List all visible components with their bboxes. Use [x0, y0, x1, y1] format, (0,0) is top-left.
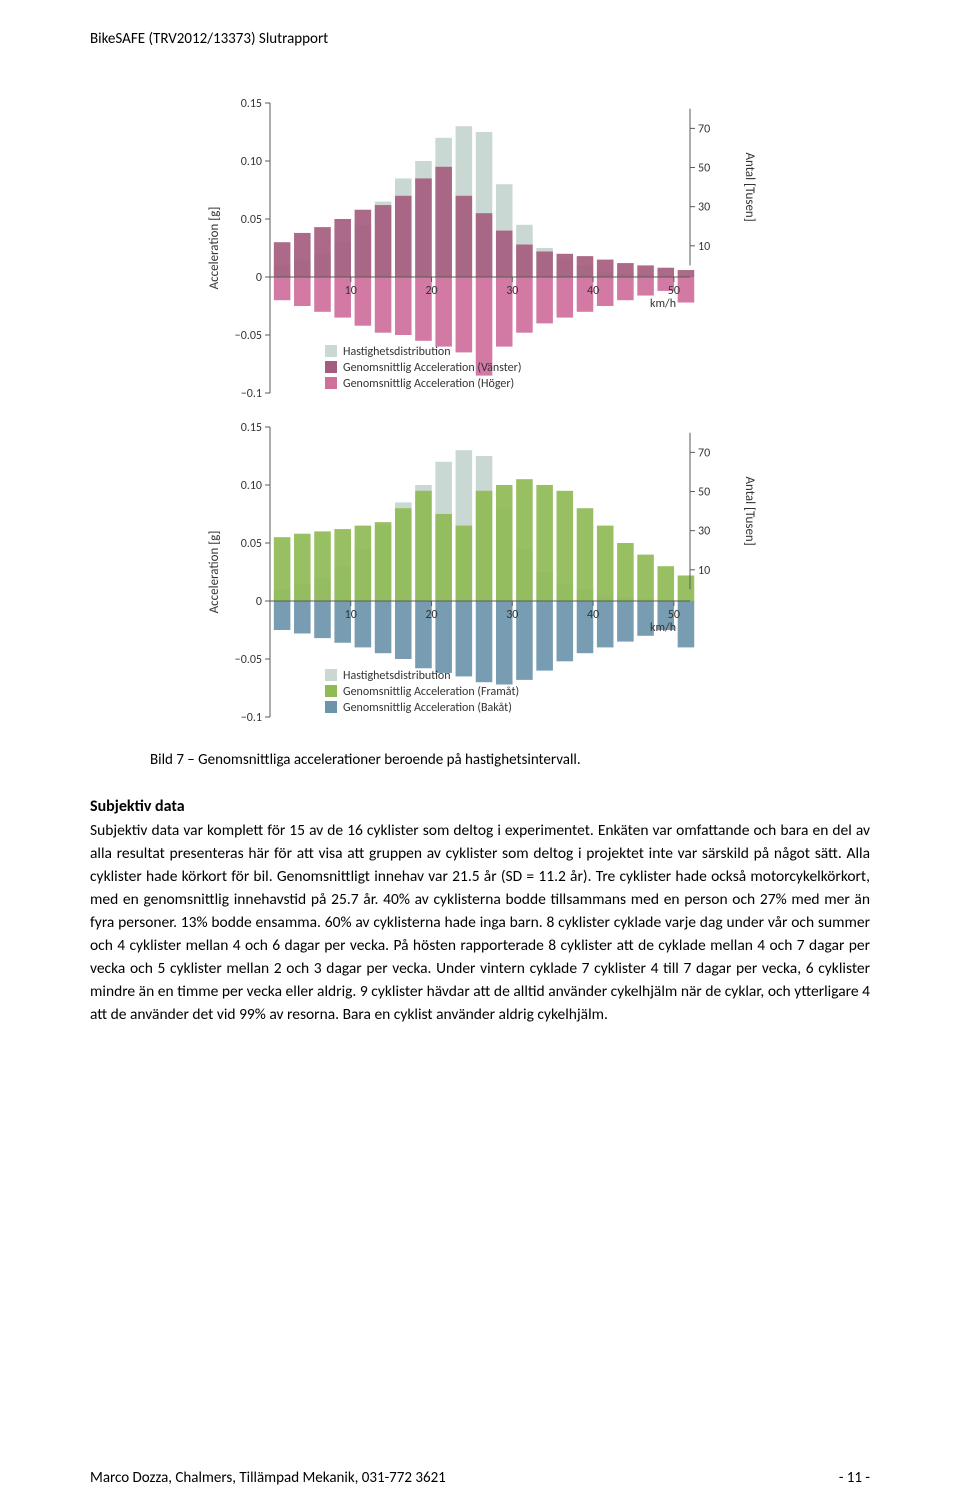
- svg-text:km/h: km/h: [650, 621, 676, 635]
- svg-text:70: 70: [698, 122, 710, 136]
- page: BikeSAFE (TRV2012/13373) Slutrapport 10 2…: [0, 0, 960, 1507]
- figure-caption: Bild 7 – Genomsnittliga accelerationer b…: [150, 751, 870, 769]
- svg-text:70: 70: [698, 446, 710, 460]
- svg-text:30: 30: [698, 201, 710, 215]
- svg-text:−0.1: −0.1: [241, 387, 262, 401]
- footer-page: - 11 -: [839, 1469, 870, 1487]
- svg-text:10: 10: [698, 564, 710, 578]
- svg-text:0: 0: [256, 271, 262, 285]
- svg-text:km/h: km/h: [650, 297, 676, 311]
- svg-text:Genomsnittlig Acceleration (Fr: Genomsnittlig Acceleration (Framåt): [343, 685, 519, 699]
- chart-bottom: 1020304050km/h−0.1−0.0500.050.100.15Acce…: [200, 417, 760, 737]
- svg-text:Genomsnittlig Acceleration (Ba: Genomsnittlig Acceleration (Bakåt): [343, 701, 512, 715]
- svg-text:50: 50: [668, 608, 680, 622]
- section-heading: Subjektiv data: [90, 797, 870, 816]
- svg-text:50: 50: [668, 284, 680, 298]
- page-footer: Marco Dozza, Chalmers, Tillämpad Mekanik…: [90, 1469, 870, 1487]
- svg-text:30: 30: [506, 284, 518, 298]
- svg-text:0.05: 0.05: [241, 537, 262, 551]
- svg-text:50: 50: [698, 162, 710, 176]
- svg-text:10: 10: [698, 240, 710, 254]
- svg-text:Acceleration [g]: Acceleration [g]: [207, 207, 222, 290]
- svg-text:−0.05: −0.05: [235, 653, 262, 667]
- chart-top: 1020304050km/h−0.1−0.0500.050.100.15Acce…: [200, 93, 760, 413]
- svg-text:40: 40: [587, 608, 599, 622]
- svg-text:0: 0: [256, 595, 262, 609]
- svg-text:0.10: 0.10: [241, 155, 262, 169]
- svg-text:0.15: 0.15: [241, 97, 262, 111]
- svg-text:10: 10: [345, 284, 357, 298]
- svg-text:−0.05: −0.05: [235, 329, 262, 343]
- svg-text:30: 30: [506, 608, 518, 622]
- svg-text:Acceleration [g]: Acceleration [g]: [207, 531, 222, 614]
- svg-text:30: 30: [698, 525, 710, 539]
- svg-text:40: 40: [587, 284, 599, 298]
- svg-text:50: 50: [698, 486, 710, 500]
- svg-text:−0.1: −0.1: [241, 711, 262, 725]
- svg-text:Hastighetsdistribution: Hastighetsdistribution: [343, 669, 451, 683]
- svg-text:Hastighetsdistribution: Hastighetsdistribution: [343, 345, 451, 359]
- svg-text:Genomsnittlig Acceleration (Hö: Genomsnittlig Acceleration (Höger): [343, 377, 514, 391]
- svg-text:20: 20: [425, 284, 437, 298]
- svg-text:0.10: 0.10: [241, 479, 262, 493]
- svg-text:20: 20: [425, 608, 437, 622]
- doc-header: BikeSAFE (TRV2012/13373) Slutrapport: [90, 30, 870, 48]
- svg-text:Genomsnittlig Acceleration (Vä: Genomsnittlig Acceleration (Vänster): [343, 361, 521, 375]
- svg-text:0.05: 0.05: [241, 213, 262, 227]
- svg-text:0.15: 0.15: [241, 421, 262, 435]
- svg-text:10: 10: [345, 608, 357, 622]
- svg-text:Antal [Tusen]: Antal [Tusen]: [742, 476, 757, 545]
- footer-left: Marco Dozza, Chalmers, Tillämpad Mekanik…: [90, 1469, 446, 1487]
- body-paragraph: Subjektiv data var komplett för 15 av de…: [90, 820, 870, 1026]
- svg-text:Antal [Tusen]: Antal [Tusen]: [742, 152, 757, 221]
